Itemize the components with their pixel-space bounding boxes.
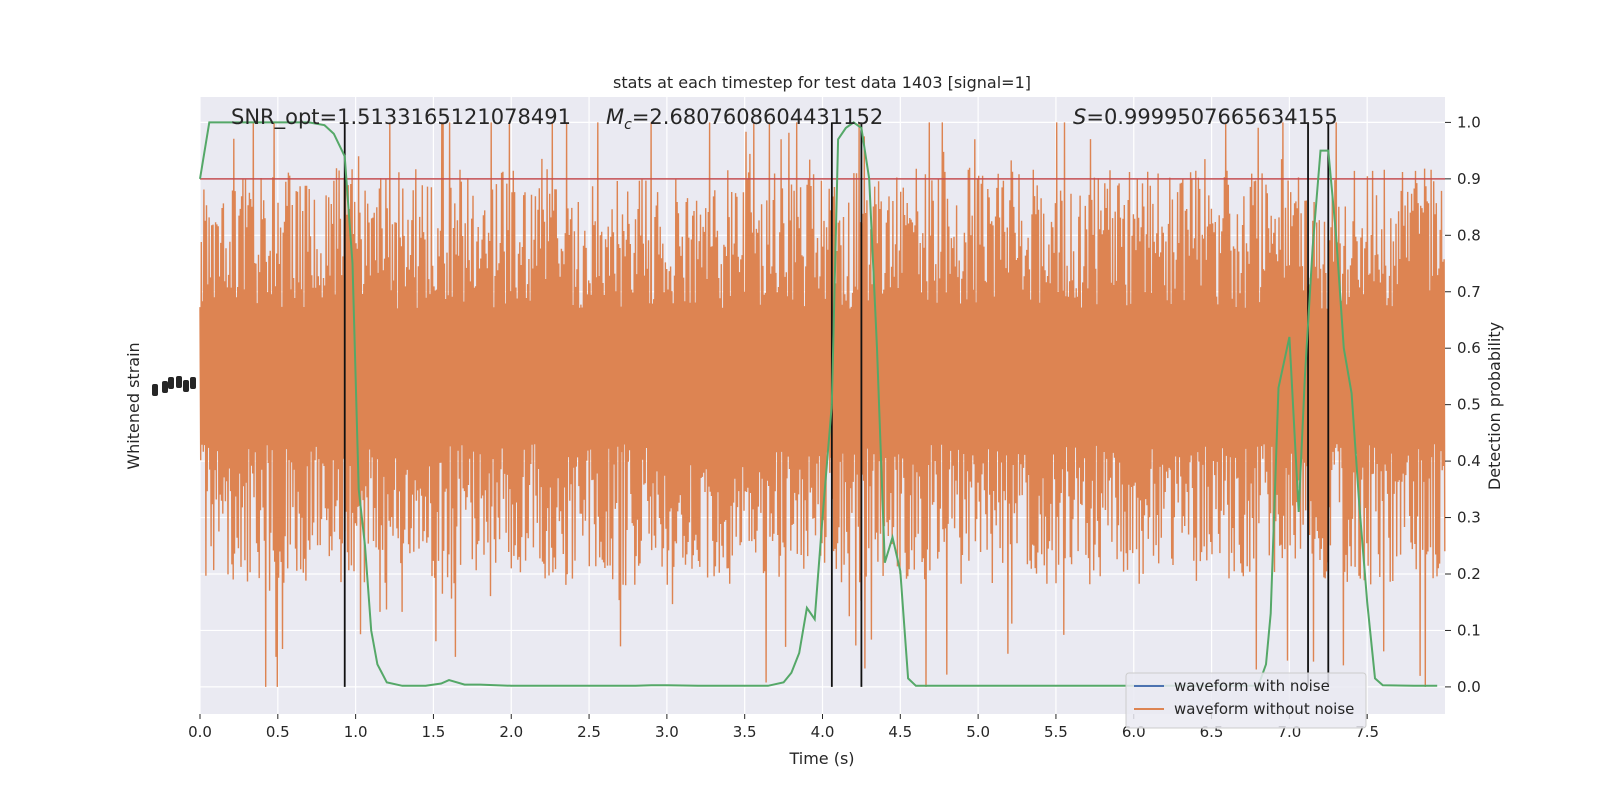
left-tick-glyph — [162, 381, 168, 393]
statistic-symbol: S — [1073, 105, 1086, 129]
detection-probability-series — [199, 121, 1438, 687]
statistic-annotation: S=0.9999507665634155 — [1073, 105, 1338, 129]
x-tick-label: 4.5 — [888, 723, 912, 741]
legend-box — [1125, 672, 1367, 729]
y-tick-label: 0.1 — [1457, 621, 1481, 639]
y-right-tick-layer: 0.0 0.1 0.2 0.3 0.4 0.5 0.6 0.7 0.8 0.9 1.0 — [1445, 113, 1481, 696]
chirp-mass-symbol: M — [606, 105, 624, 129]
y-axis-left-label: Whitened strain — [124, 342, 143, 469]
y-tick-label: 0.3 — [1457, 509, 1481, 527]
x-tick-label: 3.0 — [655, 723, 679, 741]
x-tick-label: 1.5 — [422, 723, 446, 741]
x-tick-label: 0.0 — [188, 723, 212, 741]
x-axis-label: Time (s) — [788, 749, 854, 768]
x-tick-label: 4.0 — [811, 723, 835, 741]
left-tick-glyph — [168, 377, 174, 389]
x-tick-label: 5.0 — [966, 723, 990, 741]
left-axis-tick-cluster — [152, 376, 196, 396]
y-tick-label: 1.0 — [1457, 113, 1481, 131]
y-tick-label: 0.2 — [1457, 565, 1481, 583]
x-tick-label: 5.5 — [1044, 723, 1068, 741]
waveform-without-noise-line — [199, 122, 1446, 687]
left-tick-glyph — [152, 384, 158, 396]
chart-title: stats at each timestep for test data 140… — [613, 73, 1031, 92]
left-tick-glyph — [176, 376, 182, 388]
left-tick-glyph — [183, 380, 189, 392]
y-tick-label: 0.5 — [1457, 396, 1481, 414]
x-tick-label: 1.0 — [344, 723, 368, 741]
left-tick-glyph — [190, 377, 196, 389]
x-tick-label: 0.5 — [266, 723, 290, 741]
x-tick-label: 3.5 — [733, 723, 757, 741]
x-tick-label: 2.0 — [499, 723, 523, 741]
y-tick-label: 0.9 — [1457, 170, 1481, 188]
detection-probability-line — [199, 121, 1438, 687]
waveform-without-noise-series — [199, 122, 1446, 687]
chirp-mass-annotation: Mc=2.6807608604431152 — [606, 105, 883, 133]
y-tick-label: 0.8 — [1457, 226, 1481, 244]
legend-label-without-noise: waveform without noise — [1174, 700, 1354, 718]
y-tick-label: 0.7 — [1457, 283, 1481, 301]
legend: waveform with noise waveform without noi… — [1125, 672, 1367, 729]
statistic-value: =0.9999507665634155 — [1086, 105, 1337, 129]
y-tick-label: 0.0 — [1457, 678, 1481, 696]
x-tick-label: 2.5 — [577, 723, 601, 741]
y-axis-right-label: Detection probability — [1485, 322, 1504, 490]
legend-label-with-noise: waveform with noise — [1174, 677, 1330, 695]
y-tick-label: 0.4 — [1457, 452, 1481, 470]
snr-annotation: SNR_opt=1.5133165121078491 — [231, 105, 571, 130]
chirp-mass-subscript: c — [624, 117, 632, 133]
chirp-mass-value: =2.6807608604431152 — [632, 105, 883, 129]
y-tick-label: 0.6 — [1457, 339, 1481, 357]
